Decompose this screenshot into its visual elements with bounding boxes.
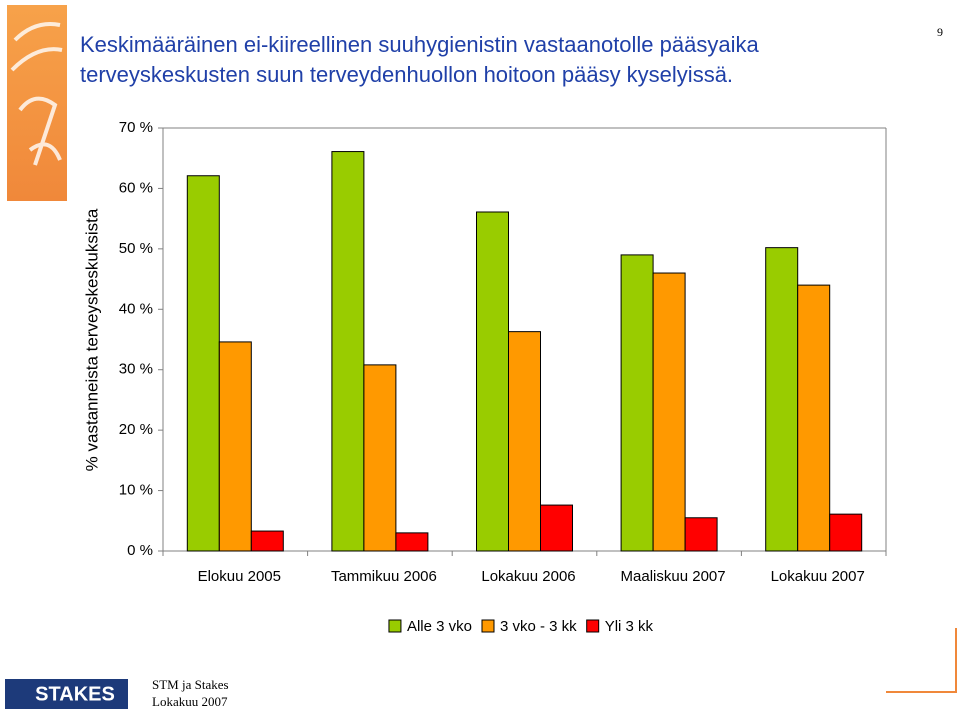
bar [363, 364, 397, 552]
y-tick-label: 50 % [119, 240, 153, 257]
bar [540, 504, 573, 552]
decoration [886, 628, 957, 693]
y-tick-label: 40 % [119, 300, 153, 317]
legend-label: Alle 3 vko [407, 618, 472, 635]
footer: STM ja Stakes [152, 677, 229, 692]
decoration [7, 5, 67, 201]
bar [797, 284, 831, 552]
bar [508, 331, 541, 552]
title-line: Keskimääräinen ei-kiireellinen suuhygien… [80, 32, 759, 57]
x-tick-label: Lokakuu 2006 [481, 568, 575, 585]
legend-swatch [586, 619, 600, 633]
legend-label: 3 vko - 3 kk [500, 618, 577, 635]
legend-label: Yli 3 kk [605, 618, 654, 635]
bar [218, 341, 252, 552]
bar [395, 532, 429, 552]
y-tick-label: 20 % [119, 421, 153, 438]
page-number: 9 [937, 25, 943, 39]
x-tick-label: Lokakuu 2007 [771, 568, 865, 585]
bar [684, 517, 718, 552]
logo-text: STAKES [35, 683, 115, 705]
x-tick-label: Elokuu 2005 [198, 568, 281, 585]
bar [250, 530, 284, 552]
bar [186, 175, 220, 552]
bar [829, 513, 863, 552]
y-tick-label: 60 % [119, 179, 153, 196]
bar [765, 247, 799, 552]
legend-swatch [481, 619, 495, 633]
y-tick-label: 70 % [119, 119, 153, 136]
y-tick-label: 0 % [127, 542, 153, 559]
y-tick-label: 30 % [119, 361, 153, 378]
bar [620, 254, 654, 552]
title-line: terveyskeskusten suun terveydenhuollon h… [80, 62, 733, 87]
bar [652, 272, 686, 552]
logo [5, 679, 128, 709]
x-tick-label: Maaliskuu 2007 [621, 568, 726, 585]
y-tick-label: 10 % [119, 482, 153, 499]
footer: Lokakuu 2007 [152, 694, 228, 709]
y-axis-label: % vastanneista terveyskeskuksista [82, 208, 101, 471]
bar [476, 211, 509, 552]
bar [331, 151, 365, 552]
legend-swatch [388, 619, 402, 633]
x-tick-label: Tammikuu 2006 [331, 568, 437, 585]
decoration [10, 22, 63, 166]
